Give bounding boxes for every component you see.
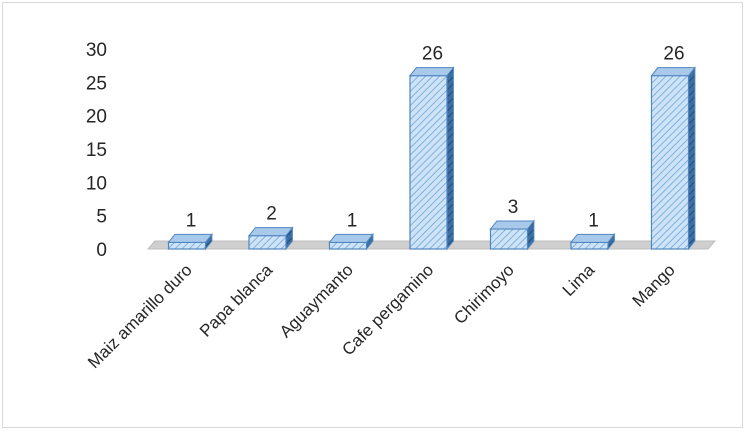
bar (650, 66, 696, 251)
y-tick-label: 10 (86, 173, 107, 194)
chart-frame: 0 5 10 15 20 25 30 1 2 1 26 3 1 26 Maiz amarillo dur… (2, 2, 743, 428)
bar-front-face (248, 235, 287, 250)
y-tick-label: 20 (86, 107, 107, 128)
data-label: 1 (588, 210, 599, 231)
bar-side-face (688, 66, 696, 251)
bar-top-face (489, 220, 535, 230)
bar-side-face (446, 66, 454, 251)
bar-front-face (489, 228, 529, 250)
bar (167, 232, 213, 251)
category-label: Chirimoyo (450, 260, 518, 328)
category-label: Lima (559, 260, 599, 300)
y-tick-label: 5 (96, 207, 107, 228)
bar-top-face (167, 233, 213, 243)
data-label: 2 (266, 204, 277, 225)
bar-front-face (167, 241, 207, 250)
bar-front-face (570, 241, 609, 250)
y-tick-label: 15 (86, 140, 107, 161)
y-tick-label: 0 (96, 240, 107, 261)
bar (328, 232, 374, 251)
category-label: Maiz amarillo duro (84, 260, 196, 372)
y-tick-label: 30 (86, 40, 107, 61)
bar (408, 66, 455, 251)
data-label: 1 (347, 210, 358, 231)
bar-front-face (328, 241, 368, 250)
bar (569, 232, 616, 251)
bar-top-face (247, 227, 294, 237)
bar-top-face (328, 233, 374, 243)
category-label: Papa blanca (196, 260, 277, 341)
data-label: 1 (186, 210, 197, 231)
bar-top-face (650, 67, 696, 77)
bar-front-face (409, 75, 448, 250)
data-label: 26 (422, 44, 443, 65)
data-label: 26 (663, 44, 684, 65)
bar-top-face (569, 233, 616, 243)
bar-front-face (650, 75, 690, 250)
bar (489, 219, 535, 251)
bar-top-face (408, 67, 455, 77)
bar (247, 226, 294, 251)
data-label: 3 (508, 197, 519, 218)
category-label: Aguaymanto (276, 260, 357, 341)
y-tick-label: 25 (86, 73, 107, 94)
category-label: Mango (629, 260, 679, 310)
bar-chart: 0 5 10 15 20 25 30 1 2 1 26 3 1 26 Maiz amarillo dur… (84, 40, 717, 372)
